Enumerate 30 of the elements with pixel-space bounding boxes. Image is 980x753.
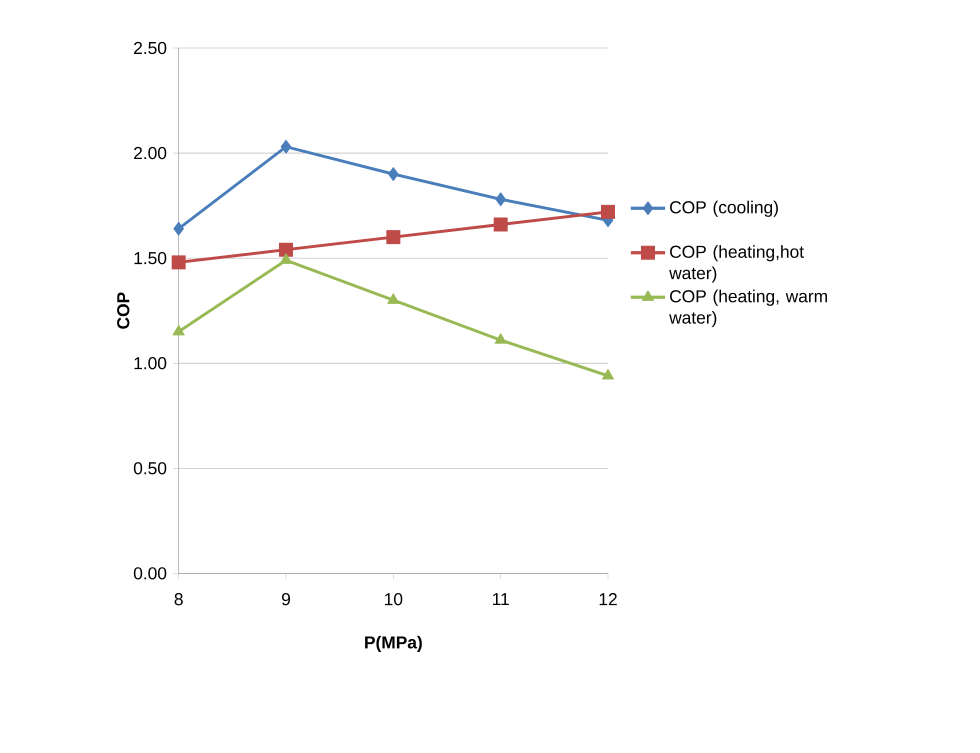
x-tick-label: 10	[385, 592, 402, 606]
point	[388, 166, 399, 181]
point	[386, 230, 400, 244]
y-tick-label: 2.00	[134, 146, 166, 160]
y-axis-title: COP	[117, 292, 130, 329]
point	[495, 192, 506, 206]
y-tick-label: 1.50	[134, 252, 166, 264]
point	[601, 204, 616, 219]
point	[602, 368, 614, 380]
point	[172, 324, 185, 336]
y-tick-label: 1.00	[134, 356, 166, 370]
point	[494, 332, 507, 344]
point	[279, 242, 294, 257]
x-tick-label: 9	[282, 592, 290, 606]
legend-label: COP (heating,hot water)	[669, 245, 804, 283]
x-tick-label: 12	[600, 592, 617, 606]
legend-label: COP (heating, warm water)	[669, 290, 827, 328]
y-tick-label: 0.00	[134, 567, 166, 580]
point	[280, 253, 292, 264]
y-tick-label: 0.50	[134, 462, 166, 474]
point	[172, 255, 186, 270]
x-axis-title: P(MPa)	[365, 636, 422, 652]
y-tick-label: 2.50	[134, 42, 166, 54]
point	[494, 217, 508, 232]
legend-label: COP (cooling)	[670, 200, 778, 217]
point	[280, 140, 292, 154]
x-tick-label: 8	[174, 592, 183, 606]
x-tick-label: 11	[492, 592, 509, 605]
point	[173, 222, 184, 236]
point	[387, 293, 400, 304]
